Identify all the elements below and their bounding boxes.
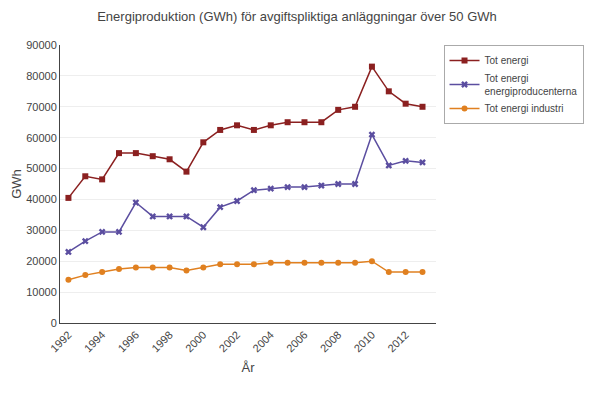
svg-text:1998: 1998 bbox=[149, 329, 175, 355]
svg-text:10000: 10000 bbox=[26, 286, 57, 298]
svg-text:Tot energi industri: Tot energi industri bbox=[485, 103, 564, 114]
svg-text:2002: 2002 bbox=[217, 329, 243, 355]
svg-text:2012: 2012 bbox=[385, 329, 411, 355]
svg-text:1994: 1994 bbox=[82, 329, 108, 355]
svg-text:2008: 2008 bbox=[318, 329, 344, 355]
svg-text:Tot energienergiproducenterna: Tot energienergiproducenterna bbox=[485, 73, 578, 97]
svg-text:2004: 2004 bbox=[250, 329, 276, 355]
svg-text:50000: 50000 bbox=[26, 162, 57, 174]
svg-text:20000: 20000 bbox=[26, 255, 57, 267]
svg-text:2006: 2006 bbox=[284, 329, 310, 355]
svg-text:1992: 1992 bbox=[48, 329, 74, 355]
svg-text:0: 0 bbox=[51, 317, 57, 329]
svg-text:1996: 1996 bbox=[115, 329, 141, 355]
svg-text:90000: 90000 bbox=[26, 39, 57, 51]
svg-text:2010: 2010 bbox=[351, 329, 377, 355]
svg-text:40000: 40000 bbox=[26, 193, 57, 205]
svg-text:60000: 60000 bbox=[26, 132, 57, 144]
svg-text:70000: 70000 bbox=[26, 101, 57, 113]
svg-text:80000: 80000 bbox=[26, 70, 57, 82]
svg-text:GWh: GWh bbox=[9, 169, 24, 199]
svg-text:2000: 2000 bbox=[183, 329, 209, 355]
svg-text:30000: 30000 bbox=[26, 224, 57, 236]
svg-text:Tot energi: Tot energi bbox=[485, 55, 529, 66]
svg-text:År: År bbox=[242, 360, 256, 375]
svg-text:Energiproduktion (GWh) för avg: Energiproduktion (GWh) för avgiftsplikti… bbox=[97, 9, 497, 24]
